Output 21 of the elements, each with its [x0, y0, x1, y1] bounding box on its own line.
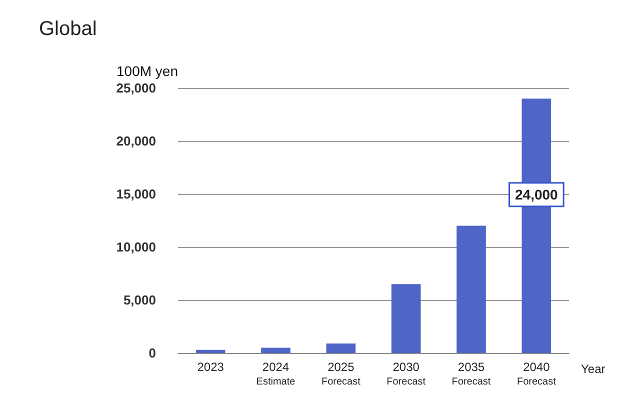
y-tick-label: 25,000 [116, 80, 156, 96]
y-tick-label: 10,000 [116, 240, 156, 254]
x-tick-label: 2040 Forecast [516, 360, 556, 388]
y-tick-label: 20,000 [116, 134, 156, 148]
x-axis-title: Year [581, 362, 606, 376]
data-label: 24,000 [515, 186, 558, 203]
x-tick-label: 2035 Forecast [452, 360, 491, 388]
y-tick-label: 15,000 [116, 186, 156, 202]
bar [261, 348, 290, 353]
x-tick-label: 2025 Forecast [321, 360, 361, 388]
x-tick-label: 2030 Forecast [386, 360, 426, 388]
x-tick-label: 2023 [197, 360, 224, 374]
y-tick-label: 5,000 [123, 292, 156, 308]
bar [391, 284, 421, 353]
y-axis-title: 100M yen [116, 63, 178, 79]
bar [326, 343, 356, 353]
bar [456, 226, 486, 353]
x-tick-label: 2024 Estimate [256, 360, 296, 388]
chart-title: Global [39, 18, 97, 40]
bar [196, 350, 226, 353]
y-tick-label: 0 [148, 346, 156, 360]
